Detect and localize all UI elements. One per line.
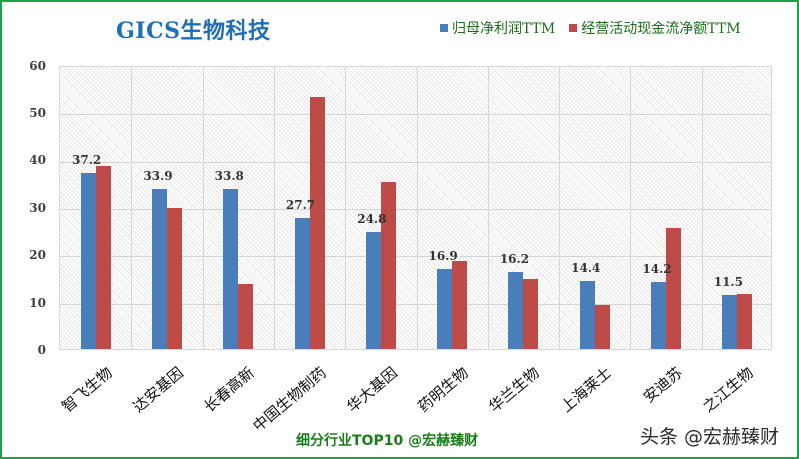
- plot-area: [59, 66, 772, 350]
- bar-value-label: 33.8: [214, 169, 244, 183]
- bar-operating-cashflow: [523, 278, 539, 349]
- bar-operating-cashflow: [309, 96, 325, 349]
- watermark: 头条 @宏赫臻财: [640, 426, 780, 448]
- bar-value-label: 27.7: [285, 197, 316, 212]
- chart-title: GICS生物科技: [116, 18, 271, 44]
- legend-swatch-red-icon: [569, 24, 578, 32]
- bar-net-profit: [651, 281, 667, 349]
- bar-net-profit: [223, 189, 239, 349]
- legend: 归母净利润TTM 经营活动现金流净额TTM: [440, 18, 741, 38]
- bar-net-profit: [151, 188, 167, 349]
- bar-value-label: 37.2: [72, 152, 102, 167]
- bar-value-label: 33.9: [143, 168, 173, 183]
- v-gridline: [487, 67, 489, 349]
- bar-value-label: 11.5: [713, 274, 743, 289]
- legend-label: 归母净利润TTM: [452, 21, 556, 37]
- legend-item-net-profit: 归母净利润TTM: [440, 18, 555, 38]
- h-gridline: [60, 209, 771, 210]
- legend-item-operating-cashflow: 经营活动现金流净额TTM: [569, 18, 741, 38]
- v-gridline: [202, 67, 204, 349]
- v-gridline: [345, 67, 347, 349]
- footer-caption: 细分行业TOP10 @宏赫臻财: [296, 433, 479, 449]
- y-tick: 10: [29, 296, 46, 310]
- bar-value-label: 16.9: [428, 249, 458, 263]
- bar-value-label: 16.2: [499, 252, 530, 267]
- bar-operating-cashflow: [452, 260, 468, 349]
- y-tick: 50: [29, 106, 46, 120]
- v-gridline: [701, 67, 703, 349]
- y-tick: 30: [29, 201, 46, 215]
- bar-net-profit: [437, 269, 453, 349]
- v-gridline: [273, 67, 275, 349]
- legend-swatch-blue-icon: [440, 24, 448, 32]
- h-gridline: [60, 256, 771, 258]
- bar-net-profit: [722, 294, 738, 349]
- bar-net-profit: [80, 172, 96, 349]
- v-gridline: [416, 67, 418, 349]
- bar-net-profit: [579, 280, 595, 349]
- bar-operating-cashflow: [594, 304, 610, 349]
- bar-value-label: 14.2: [642, 261, 672, 276]
- bar-operating-cashflow: [238, 284, 254, 349]
- bar-net-profit: [508, 272, 524, 349]
- bar-operating-cashflow: [166, 207, 182, 349]
- bar-operating-cashflow: [95, 165, 111, 349]
- h-gridline: [60, 303, 771, 305]
- legend-label: 经营活动现金流净额TTM: [581, 21, 741, 37]
- v-gridline: [559, 67, 561, 349]
- y-tick: 60: [29, 59, 46, 73]
- y-tick: 20: [29, 248, 46, 262]
- y-tick: 0: [37, 343, 46, 357]
- bar-value-label: 14.4: [571, 260, 601, 275]
- bar-operating-cashflow: [666, 227, 682, 349]
- v-gridline: [131, 67, 133, 349]
- y-tick: 40: [29, 153, 46, 167]
- v-gridline: [630, 67, 632, 349]
- bar-operating-cashflow: [380, 181, 396, 349]
- bar-value-label: 24.8: [357, 211, 387, 226]
- bar-net-profit: [365, 231, 381, 349]
- h-gridline: [60, 114, 771, 116]
- h-gridline: [60, 161, 771, 163]
- bar-net-profit: [294, 217, 310, 349]
- bar-operating-cashflow: [737, 294, 753, 349]
